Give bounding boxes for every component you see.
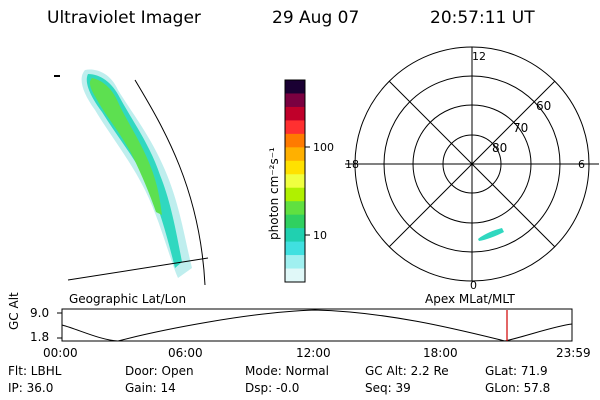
- info-mode: Mode: Normal: [245, 364, 329, 378]
- colorbar-band: [285, 201, 305, 216]
- colorbar-label-10: 10: [313, 229, 327, 242]
- info-dsp: Dsp: -0.0: [245, 381, 300, 395]
- limb-curve: [134, 79, 206, 286]
- polar-aurora-blob: [478, 228, 504, 241]
- colorbar-band: [285, 268, 305, 283]
- lat-label-60: 60: [536, 99, 551, 113]
- geographic-image: [54, 69, 209, 286]
- orbit-xtick-0000: 00:00: [43, 346, 78, 360]
- terminator-line: [67, 257, 209, 281]
- geo-panel-label: Geographic Lat/Lon: [69, 292, 187, 306]
- colorbar-band: [285, 93, 305, 108]
- tick-mark: [54, 75, 60, 77]
- colorbar-band: [285, 187, 305, 202]
- orbit-altitude-curve: [61, 309, 573, 342]
- colorbar-band: [285, 255, 305, 270]
- orbit-ylabel: GC Alt: [7, 292, 21, 330]
- info-flt: Flt: LBHL: [8, 364, 62, 378]
- arc-core: [89, 78, 162, 215]
- colorbar-label-100: 100: [313, 141, 334, 154]
- lat-label-70: 70: [513, 121, 528, 135]
- colorbar-band: [285, 106, 305, 121]
- polar-panel-label: Apex MLat/MLT: [425, 292, 515, 306]
- info-glon: GLon: 57.8: [485, 381, 551, 395]
- orbit-xtick-1200: 12:00: [296, 346, 331, 360]
- colorbar-band: [285, 133, 305, 148]
- date: 29 Aug 07: [272, 8, 360, 28]
- info-door: Door: Open: [125, 364, 194, 378]
- mlt-label-0: 0: [470, 279, 477, 292]
- polar-plot: [345, 46, 599, 282]
- colorbar-band: [285, 80, 305, 94]
- colorbar-band: [285, 214, 305, 229]
- lat-label-80: 80: [492, 141, 507, 155]
- arc-mid: [86, 74, 182, 268]
- colorbar-band: [285, 241, 305, 256]
- colorbar: [285, 80, 305, 283]
- colorbar-band: [285, 174, 305, 189]
- colorbar-frame: [284, 79, 306, 283]
- info-glat: GLat: 71.9: [485, 364, 548, 378]
- mlt-label-18: 18: [345, 158, 359, 171]
- colorbar-band: [285, 120, 305, 135]
- colorbar-band: [285, 147, 305, 162]
- orbit-ytick-label-bottom: 1.8: [30, 330, 50, 344]
- orbit-xtick-2359: 23:59: [556, 346, 591, 360]
- colorbar-unit: photon cm⁻²s⁻¹: [267, 147, 281, 240]
- info-seq: Seq: 39: [365, 381, 411, 395]
- time: 20:57:11 UT: [430, 8, 535, 28]
- orbit-ytick-label-top: 9.0: [30, 306, 50, 320]
- info-ip: IP: 36.0: [8, 381, 54, 395]
- mlt-label-12: 12: [472, 50, 486, 63]
- orbit-xtick-1800: 18:00: [423, 346, 458, 360]
- polar-diag-2: [388, 80, 556, 248]
- title: Ultraviolet Imager: [47, 8, 201, 28]
- info-gain: Gain: 14: [125, 381, 176, 395]
- colorbar-band: [285, 160, 305, 175]
- info-gc-alt: GC Alt: 2.2 Re: [365, 364, 449, 378]
- mlt-label-6: 6: [578, 158, 585, 171]
- colorbar-band: [285, 228, 305, 243]
- orbit-xtick-0600: 06:00: [168, 346, 203, 360]
